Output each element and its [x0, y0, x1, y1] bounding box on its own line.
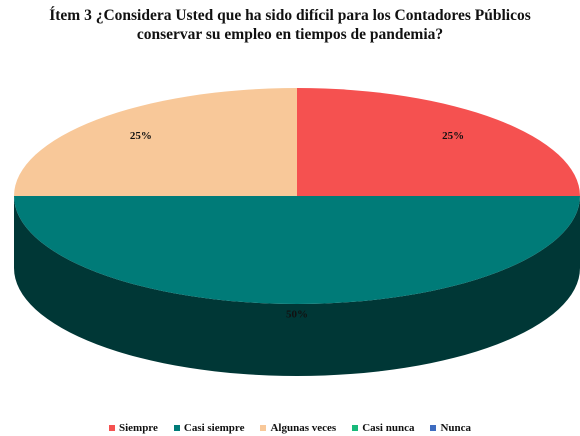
- legend-label: Siempre: [118, 422, 158, 434]
- legend-label: Casi siempre: [183, 422, 245, 434]
- legend-swatch: [108, 425, 115, 431]
- legend: Siempre Casi siempre Algunas veces Casi nun…: [0, 422, 580, 434]
- legend-swatch: [260, 425, 267, 431]
- legend-label: Algunas veces: [270, 422, 337, 434]
- legend-swatch: [173, 425, 180, 431]
- legend-item: Siempre: [108, 422, 158, 434]
- slice-side: [14, 196, 580, 376]
- data-label: 25%: [130, 130, 152, 142]
- chart-title: Ítem 3 ¿Considera Usted que ha sido difí…: [49, 7, 531, 43]
- legend-swatch: [352, 425, 359, 431]
- slice: [14, 196, 580, 304]
- legend-label: Nunca: [440, 422, 472, 434]
- slice: [297, 88, 580, 196]
- legend-item: Nunca: [430, 422, 471, 434]
- legend-item: Algunas veces: [260, 422, 336, 434]
- legend-swatch: [430, 425, 437, 431]
- legend-item: Casi siempre: [173, 422, 245, 434]
- legend-label: Casi nunca: [362, 422, 415, 434]
- legend-item: Casi nunca: [352, 422, 414, 434]
- data-label: 50%: [286, 308, 308, 320]
- slice: [14, 88, 297, 196]
- data-label: 25%: [442, 130, 464, 142]
